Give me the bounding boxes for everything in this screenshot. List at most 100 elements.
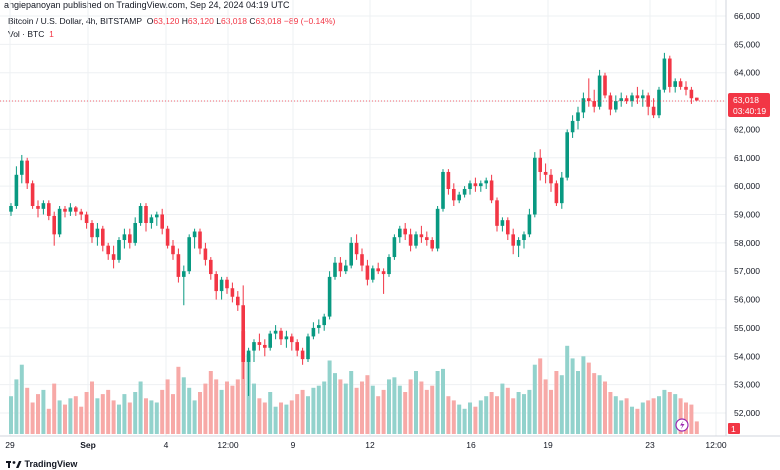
volume-bar bbox=[646, 400, 651, 434]
volume-bar bbox=[451, 400, 456, 434]
volume-bar bbox=[154, 402, 159, 434]
volume-bar bbox=[79, 406, 84, 434]
candle-body bbox=[133, 223, 137, 243]
price-tick-label: 66,000 bbox=[734, 11, 760, 21]
candle-body bbox=[122, 234, 127, 241]
change-value: −89 (−0.14%) bbox=[283, 16, 336, 26]
candle-body bbox=[543, 171, 548, 175]
price-tick-label: 52,000 bbox=[734, 408, 760, 418]
volume-legend-value: 1 bbox=[49, 29, 54, 39]
volume-badge-value: 1 bbox=[731, 424, 736, 434]
candle-body bbox=[425, 237, 429, 241]
volume-bar bbox=[322, 381, 327, 434]
volume-bar bbox=[171, 394, 175, 434]
candle-body bbox=[479, 183, 483, 187]
price-tick-label: 57,000 bbox=[734, 266, 760, 276]
candle-body bbox=[30, 183, 35, 206]
volume-bar bbox=[689, 404, 694, 434]
volume-bar bbox=[511, 398, 516, 434]
candle-body bbox=[284, 336, 289, 340]
volume-bar bbox=[565, 345, 570, 434]
time-tick-label: 23 bbox=[645, 440, 655, 450]
volume-bar bbox=[289, 400, 294, 434]
volume-bar bbox=[414, 371, 418, 434]
candle-body bbox=[198, 231, 202, 249]
candle-body bbox=[252, 342, 256, 351]
candle-body bbox=[225, 279, 229, 289]
volume-bar bbox=[316, 385, 321, 434]
candle-body bbox=[624, 98, 629, 102]
volume-bar bbox=[68, 398, 73, 434]
volume-bar bbox=[576, 371, 580, 434]
candle-body bbox=[452, 188, 456, 201]
volume-bar bbox=[214, 379, 219, 434]
candle-body bbox=[565, 132, 569, 178]
volume-bar bbox=[149, 400, 154, 434]
volume-bar bbox=[311, 387, 316, 434]
volume-bar bbox=[381, 389, 386, 434]
volume-bar bbox=[235, 379, 240, 434]
candle-body bbox=[462, 188, 467, 195]
price-tick-label: 54,000 bbox=[734, 351, 760, 361]
candle-body bbox=[36, 205, 40, 209]
price-badge-countdown: 03:40:19 bbox=[733, 106, 766, 116]
volume-label[interactable]: Vol · BTC bbox=[8, 29, 45, 39]
candle-body bbox=[403, 228, 407, 235]
candle-body bbox=[603, 75, 607, 96]
volume-bar bbox=[300, 389, 305, 434]
open-label: O bbox=[146, 16, 154, 26]
volume-bar bbox=[279, 402, 283, 434]
candle-body bbox=[25, 160, 29, 184]
candle-body bbox=[554, 183, 559, 204]
volume-legend: Vol · BTC 1 bbox=[8, 29, 54, 39]
candle-body bbox=[641, 95, 645, 99]
candle-body bbox=[381, 271, 386, 275]
candle-body bbox=[500, 220, 505, 226]
candle-body bbox=[392, 237, 397, 258]
candle-body bbox=[111, 254, 116, 260]
volume-bar bbox=[30, 402, 35, 434]
time-axis[interactable]: 29 Sep 4 12:00 9 12 16 19 23 12:00 bbox=[5, 440, 727, 450]
candle-body bbox=[506, 220, 510, 235]
candle-body bbox=[489, 180, 494, 201]
candle-body bbox=[668, 58, 672, 87]
candle-body bbox=[263, 344, 267, 348]
volume-bar bbox=[559, 375, 564, 434]
candle-body bbox=[79, 211, 83, 215]
volume-bar bbox=[430, 385, 435, 434]
volume-bar bbox=[230, 385, 235, 434]
volume-bar bbox=[117, 404, 121, 434]
candle-body bbox=[414, 234, 418, 246]
candle-body bbox=[678, 81, 683, 87]
candle-body bbox=[511, 234, 515, 246]
volume-bar bbox=[532, 364, 537, 434]
volume-bar bbox=[106, 389, 111, 434]
price-tick-label: 56,000 bbox=[734, 295, 760, 305]
candle-body bbox=[560, 177, 564, 204]
price-tick-label: 62,000 bbox=[734, 124, 760, 134]
candle-body bbox=[657, 89, 661, 116]
volume-bar bbox=[306, 396, 310, 434]
candle-body bbox=[376, 268, 380, 272]
volume-bar bbox=[138, 381, 143, 434]
tradingview-logo[interactable]: TradingView bbox=[6, 459, 77, 469]
candle-body bbox=[570, 120, 575, 133]
volume-bar bbox=[597, 375, 602, 434]
price-tick-label: 64,000 bbox=[734, 68, 760, 78]
volume-bar bbox=[678, 398, 683, 434]
volume-bar bbox=[446, 396, 451, 434]
volume-bar bbox=[516, 392, 521, 434]
candle-body bbox=[241, 305, 245, 362]
candle-body bbox=[495, 200, 499, 226]
volume-bar bbox=[673, 394, 678, 434]
volume-bar bbox=[295, 394, 300, 434]
price-axis[interactable]: 66,00065,00064,00063,00062,00061,00060,0… bbox=[734, 11, 760, 418]
lightning-icon[interactable] bbox=[675, 418, 689, 432]
time-tick-label: Sep bbox=[80, 440, 96, 450]
candle-body bbox=[117, 240, 121, 260]
symbol-name[interactable]: Bitcoin / U.S. Dollar, 4h, BITSTAMP bbox=[8, 16, 142, 26]
candle-body bbox=[268, 333, 272, 348]
volume-bar bbox=[694, 421, 699, 434]
volume-bar bbox=[403, 392, 408, 434]
